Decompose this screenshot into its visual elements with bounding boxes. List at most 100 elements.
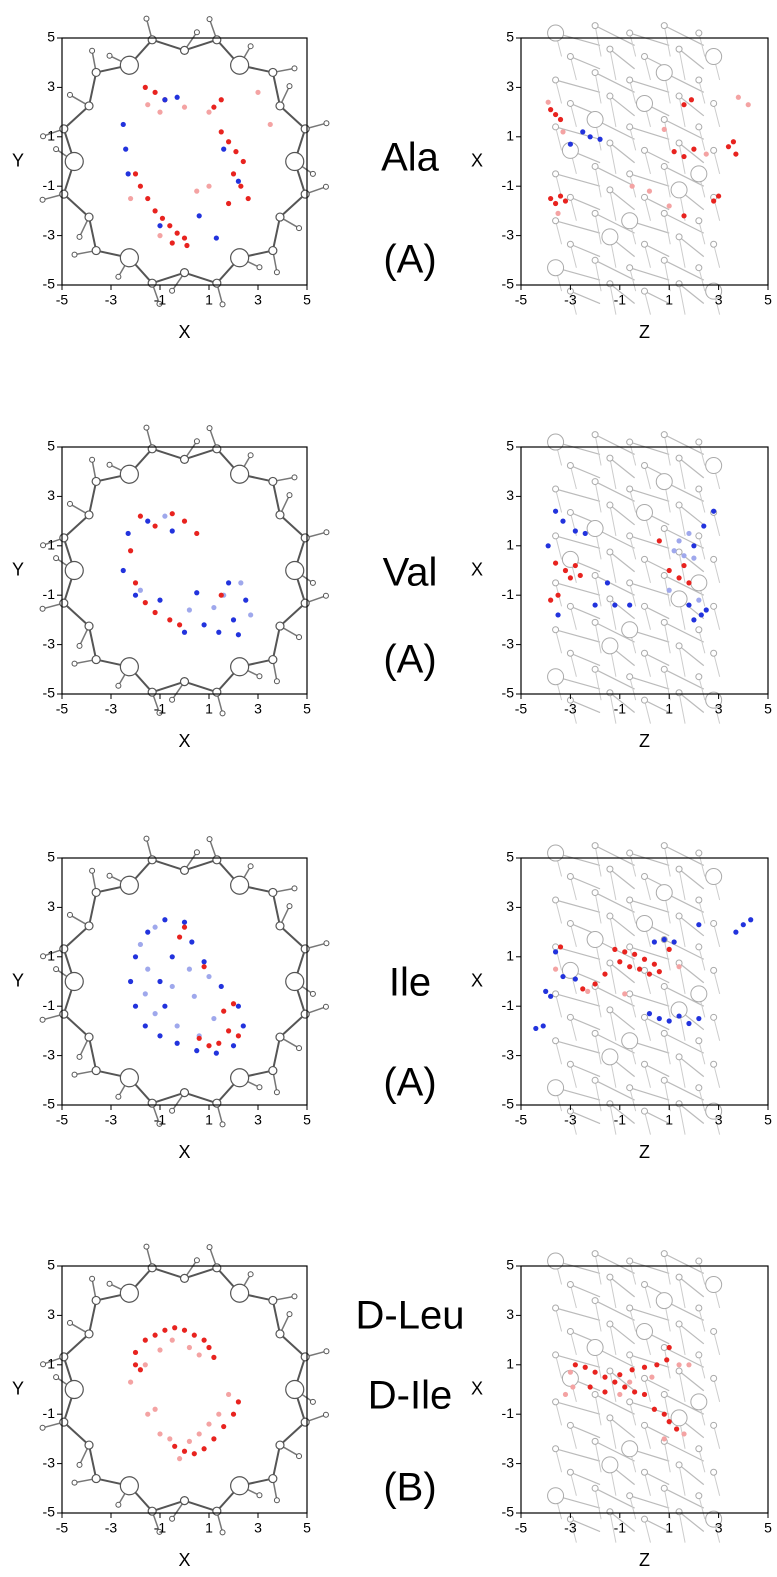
bond bbox=[629, 32, 670, 46]
bond bbox=[678, 645, 705, 667]
bond bbox=[594, 892, 602, 924]
atom bbox=[552, 123, 560, 131]
bond bbox=[629, 1087, 670, 1101]
atom bbox=[695, 438, 703, 446]
bond bbox=[713, 559, 721, 583]
bond bbox=[570, 1283, 601, 1298]
atom bbox=[64, 151, 84, 172]
point bbox=[186, 1438, 192, 1444]
point bbox=[646, 1011, 653, 1017]
point bbox=[206, 183, 212, 189]
atom bbox=[552, 626, 560, 634]
bond bbox=[629, 582, 637, 607]
y-tick-label: 3 bbox=[47, 1306, 55, 1322]
atom bbox=[71, 1071, 78, 1078]
atom bbox=[275, 1032, 285, 1042]
point bbox=[226, 139, 232, 145]
bond bbox=[151, 1091, 185, 1105]
bond bbox=[713, 1017, 721, 1041]
atom bbox=[660, 571, 668, 579]
atom bbox=[84, 1329, 94, 1339]
bond bbox=[698, 676, 706, 701]
atom bbox=[566, 602, 574, 610]
point bbox=[664, 1357, 670, 1363]
bond bbox=[279, 105, 306, 130]
atom bbox=[323, 529, 330, 536]
point bbox=[592, 981, 598, 987]
bond bbox=[271, 1036, 281, 1071]
x-tick-label: -5 bbox=[515, 1520, 528, 1536]
y-tick-label: -3 bbox=[502, 635, 515, 651]
atom bbox=[591, 618, 599, 626]
x-tick-label: 3 bbox=[715, 1112, 723, 1128]
atom bbox=[59, 598, 69, 608]
atom bbox=[641, 1281, 648, 1289]
atom bbox=[268, 67, 278, 78]
x-tick-label: 1 bbox=[665, 1520, 673, 1536]
bond bbox=[644, 244, 651, 268]
bond bbox=[698, 1087, 706, 1112]
atom bbox=[641, 53, 648, 61]
bond bbox=[629, 173, 670, 187]
atom bbox=[695, 1037, 703, 1045]
row-label: (B) bbox=[383, 1466, 436, 1510]
point bbox=[691, 146, 697, 152]
point bbox=[552, 200, 559, 207]
atom bbox=[286, 492, 293, 499]
point bbox=[218, 97, 224, 103]
atom bbox=[275, 621, 285, 631]
plot-frame bbox=[520, 37, 769, 286]
atom bbox=[591, 1437, 599, 1445]
atom bbox=[641, 462, 648, 470]
atom bbox=[561, 961, 579, 979]
bond bbox=[609, 189, 635, 211]
atom bbox=[212, 855, 222, 865]
bond bbox=[629, 676, 637, 701]
atom bbox=[147, 1263, 157, 1273]
atom bbox=[230, 55, 250, 75]
atom bbox=[268, 654, 278, 665]
atom bbox=[212, 278, 222, 288]
bond bbox=[698, 488, 706, 513]
bond bbox=[678, 457, 705, 479]
point bbox=[661, 1411, 667, 1417]
bond bbox=[609, 1511, 635, 1532]
atom bbox=[710, 602, 718, 610]
point bbox=[235, 1399, 241, 1405]
bond bbox=[678, 283, 705, 304]
atom bbox=[552, 76, 560, 84]
point bbox=[555, 592, 561, 598]
atom bbox=[591, 1076, 599, 1084]
atom bbox=[675, 92, 683, 100]
atom bbox=[71, 251, 78, 258]
point bbox=[120, 567, 126, 574]
atom bbox=[84, 621, 94, 631]
point bbox=[218, 129, 224, 135]
bond bbox=[609, 869, 617, 901]
atom bbox=[566, 240, 574, 248]
bond bbox=[609, 1323, 635, 1345]
atom bbox=[322, 592, 329, 599]
bond bbox=[594, 212, 635, 234]
bond bbox=[271, 625, 281, 660]
bond bbox=[570, 605, 601, 620]
bond bbox=[594, 845, 602, 877]
atom bbox=[84, 510, 94, 520]
bond bbox=[88, 216, 98, 251]
bond bbox=[629, 993, 670, 1007]
atom bbox=[675, 454, 683, 462]
atom bbox=[660, 1250, 668, 1258]
y-tick-label: -1 bbox=[43, 177, 56, 193]
point bbox=[211, 1354, 217, 1360]
atom bbox=[566, 1013, 574, 1021]
bond bbox=[184, 680, 218, 694]
point bbox=[238, 580, 244, 586]
x-tick-label: 5 bbox=[764, 1112, 772, 1128]
bond bbox=[663, 213, 671, 245]
row-label: Ala bbox=[381, 136, 440, 180]
bond bbox=[271, 1300, 281, 1335]
bond bbox=[663, 166, 671, 198]
y-tick-label: -3 bbox=[502, 1454, 515, 1470]
bond bbox=[570, 243, 601, 258]
